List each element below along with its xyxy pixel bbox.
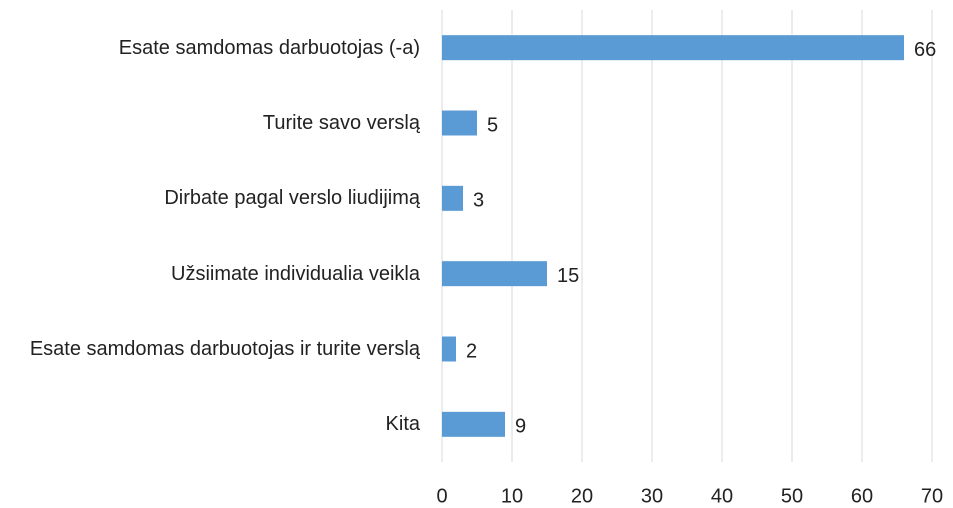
y-tick-label: Esate samdomas darbuotojas ir turite ver… xyxy=(29,338,420,360)
value-label: 9 xyxy=(515,416,526,438)
category-label-box: Esate samdomas darbuotojas ir turite ver… xyxy=(0,319,420,379)
bar xyxy=(442,110,477,136)
value-label: 66 xyxy=(914,39,936,61)
category-label-box: Kita xyxy=(0,394,420,454)
y-tick-label: Turite savo verslą xyxy=(262,112,420,134)
x-tick-label: 0 xyxy=(436,485,447,507)
y-tick-label: Esate samdomas darbuotojas (-a) xyxy=(118,36,420,59)
category-label-box: Užsiimate individualia veikla xyxy=(0,244,420,304)
category-label-box: Dirbate pagal verslo liudijimą xyxy=(0,168,420,228)
category-label-box: Turite savo verslą xyxy=(0,93,420,153)
x-tick-label: 40 xyxy=(711,485,733,507)
x-tick-label: 30 xyxy=(641,485,663,507)
x-tick-label: 60 xyxy=(851,485,873,507)
x-tick-label: 10 xyxy=(501,485,523,507)
bar xyxy=(442,261,547,287)
x-tick-label: 50 xyxy=(781,485,803,507)
value-label: 2 xyxy=(466,340,477,362)
bar xyxy=(442,336,456,362)
bar xyxy=(442,185,463,211)
y-tick-label: Kita xyxy=(385,413,420,436)
y-tick-label: Užsiimate individualia veikla xyxy=(171,262,420,285)
x-tick-label: 20 xyxy=(571,485,593,507)
x-tick-label: 70 xyxy=(921,485,943,507)
value-label: 5 xyxy=(487,114,498,136)
category-label-box: Esate samdomas darbuotojas (-a) xyxy=(0,18,420,78)
bar xyxy=(442,35,904,61)
bar xyxy=(442,411,505,437)
y-tick-label: Dirbate pagal verslo liudijimą xyxy=(164,187,420,210)
value-label: 3 xyxy=(473,190,484,212)
value-label: 15 xyxy=(557,265,579,287)
